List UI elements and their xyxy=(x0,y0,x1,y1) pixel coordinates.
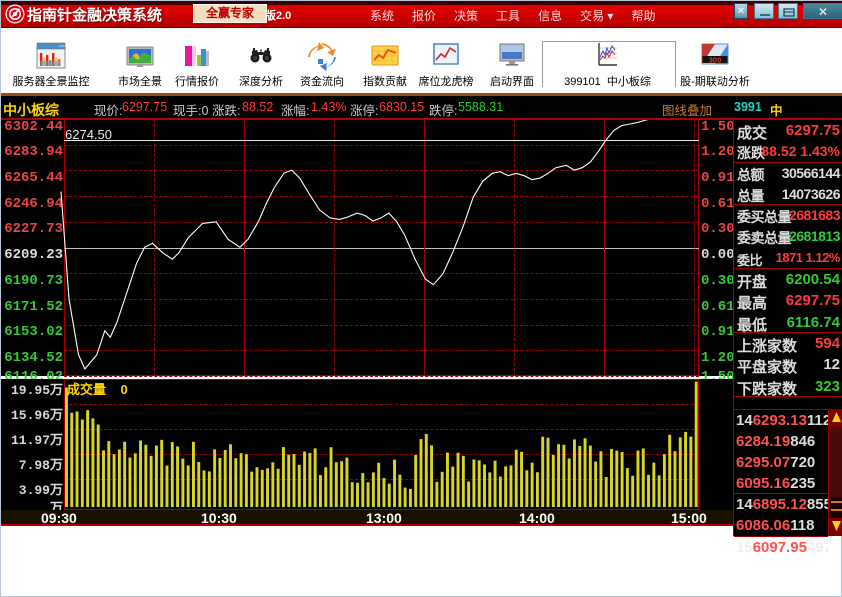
svg-text:300: 300 xyxy=(709,56,722,65)
